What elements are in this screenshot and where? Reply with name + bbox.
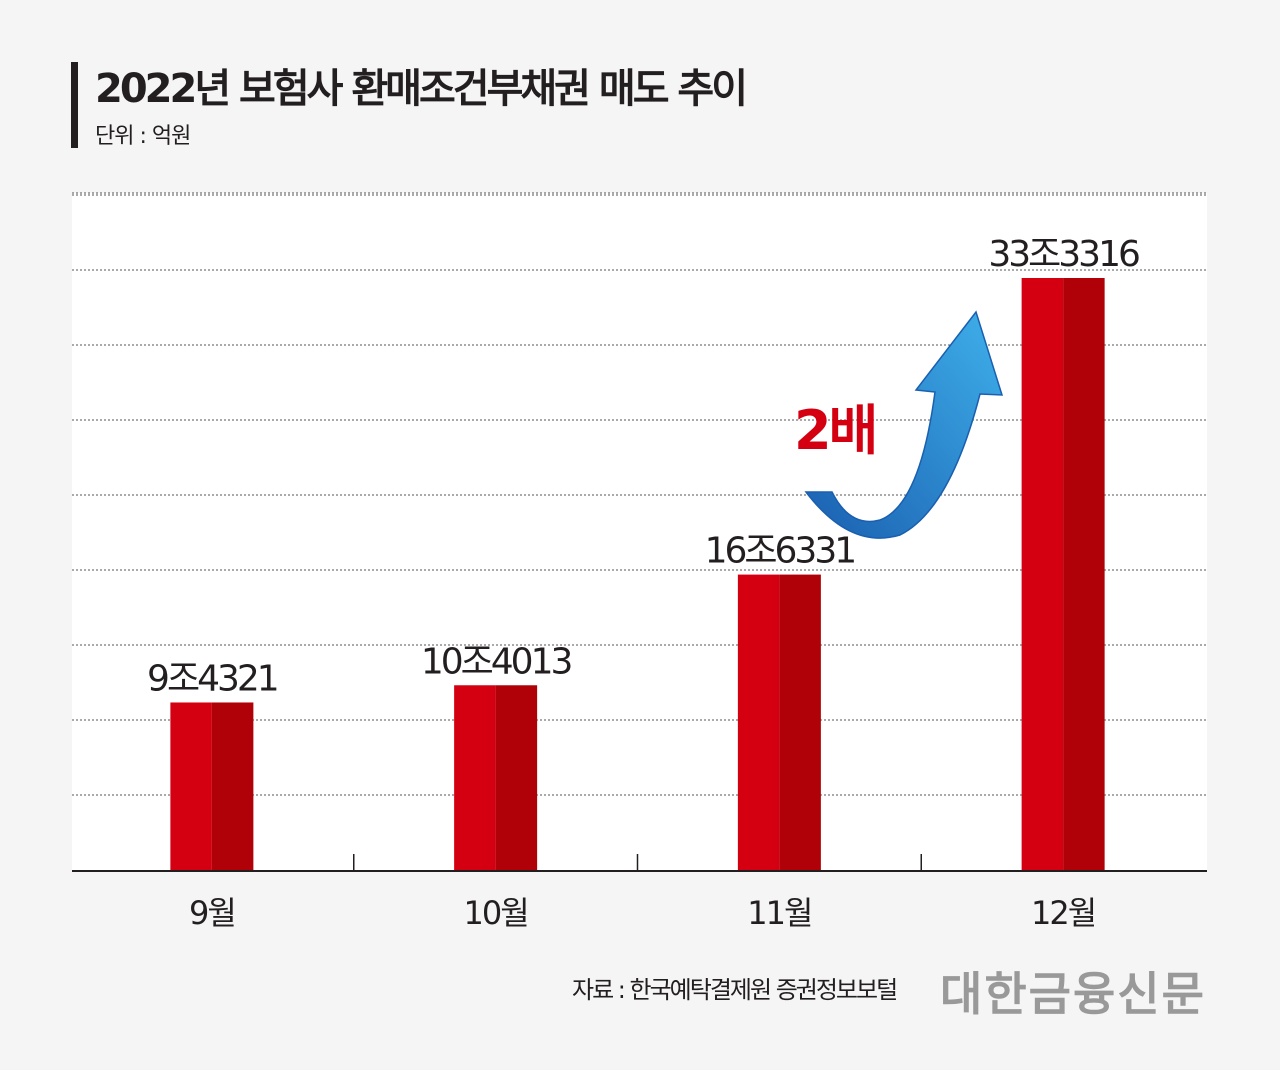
x-tick-label: 11월	[747, 894, 811, 932]
data-label: 10조4013	[421, 641, 572, 682]
unit-label: 단위 : 억원	[95, 124, 191, 149]
up-arrow-icon	[804, 310, 1004, 539]
title-accent-bar	[71, 62, 78, 148]
bar-front	[170, 702, 212, 870]
x-tick-label: 10월	[464, 894, 528, 932]
bar-front	[1021, 278, 1064, 870]
source-note: 자료 : 한국예탁결제원 증권정보보털	[572, 976, 898, 1004]
bar-front	[454, 685, 496, 870]
bar-side	[1063, 278, 1105, 870]
annotation-2x: 2배	[794, 399, 878, 462]
x-tick-label: 9월	[189, 894, 235, 932]
bar-12월	[1021, 278, 1105, 870]
data-label: 33조3316	[988, 234, 1139, 275]
bar-front	[737, 574, 780, 870]
publisher-logo: 대한금융신문	[940, 967, 1206, 1021]
data-label: 9조4321	[147, 658, 277, 699]
chart-title: 2022년 보험사 환매조건부채권 매도 추이	[95, 66, 748, 112]
data-label: 16조6331	[705, 531, 855, 572]
bar-side	[211, 702, 254, 870]
bar-10월	[454, 685, 538, 870]
bar-side	[779, 574, 821, 870]
bar-9월	[170, 702, 254, 870]
bar-11월	[737, 574, 821, 870]
x-tick-label: 12월	[1031, 894, 1095, 932]
bar-side	[495, 685, 538, 870]
plot-area	[72, 193, 1207, 870]
